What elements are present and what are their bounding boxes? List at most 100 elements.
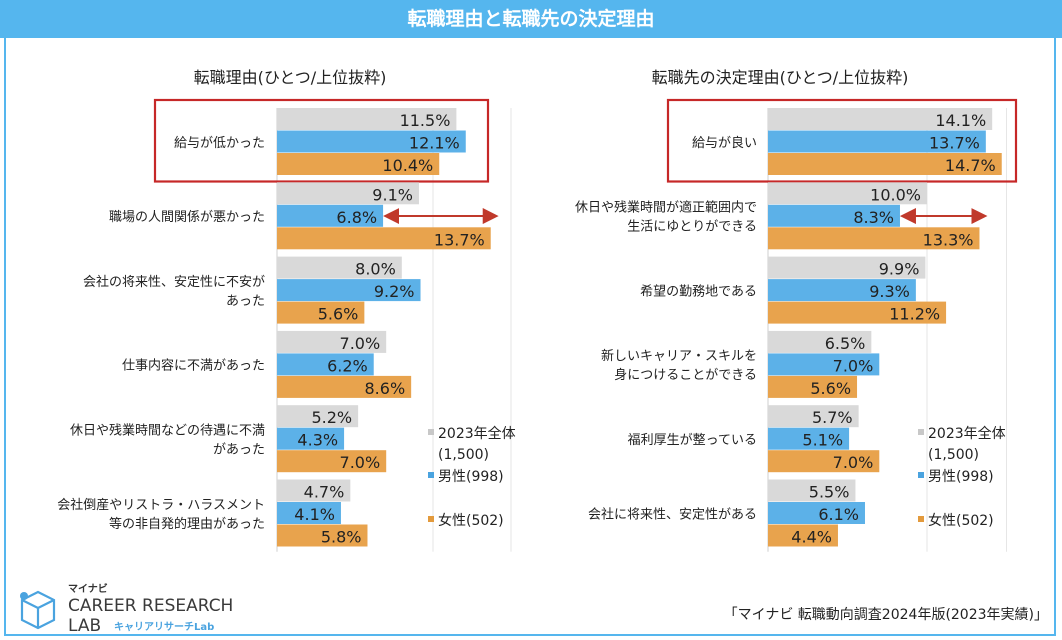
bar <box>768 479 856 502</box>
data-label: 13.3% <box>923 230 974 249</box>
data-label: 5.1% <box>802 431 843 450</box>
category-label: 福利厚生が整っている <box>628 433 757 448</box>
bar <box>768 450 880 473</box>
category-label: 会社倒産やリストラ・ハラスメント <box>57 497 265 513</box>
data-label: 11.5% <box>400 111 451 130</box>
logo-main-2: LAB <box>68 616 101 636</box>
highlight-box <box>666 98 1018 183</box>
bar <box>277 130 466 153</box>
legend-label: 2023年全体 <box>928 425 1006 442</box>
bar <box>277 279 421 302</box>
data-label: 9.9% <box>879 260 920 279</box>
category-label: 新しいキャリア・スキルを <box>601 348 757 364</box>
bar <box>768 108 993 130</box>
data-label: 5.2% <box>311 408 352 427</box>
data-label: 7.0% <box>833 453 874 472</box>
bar <box>768 204 900 227</box>
data-label: 8.3% <box>853 208 894 227</box>
legend-marker <box>428 516 434 522</box>
legend-label: 2023年全体 <box>438 425 516 442</box>
data-label: 11.2% <box>889 305 940 324</box>
data-label: 9.1% <box>372 185 413 204</box>
data-label: 4.1% <box>294 505 335 524</box>
bar <box>768 256 926 279</box>
legend-sublabel: (1,500) <box>928 447 979 463</box>
bar <box>768 375 858 398</box>
bar <box>277 108 457 130</box>
bar <box>768 502 865 524</box>
bar <box>277 427 345 450</box>
bar <box>277 375 412 398</box>
data-label: 13.7% <box>434 230 485 249</box>
data-label: 9.3% <box>869 282 910 301</box>
category-label: があった <box>213 442 265 457</box>
legend-marker <box>918 472 924 478</box>
bar <box>768 330 872 353</box>
category-label: 仕事内容に不満があった <box>122 358 265 374</box>
data-label: 8.0% <box>355 260 396 279</box>
bar <box>277 524 368 547</box>
data-label: 14.1% <box>935 111 986 130</box>
chart-title: 転職理由(ひとつ/上位抜粋) <box>194 68 387 87</box>
logo-top: マイナビ <box>68 582 108 595</box>
legend-marker <box>918 516 924 522</box>
legend-sublabel: (1,500) <box>438 447 489 463</box>
bar <box>277 479 351 502</box>
legend-label: 女性(502) <box>438 512 504 529</box>
logo: マイナビ CAREER RESEARCH LAB キャリアリサーチLab <box>14 578 244 636</box>
bar <box>277 204 384 227</box>
category-label: 希望の勤務地である <box>640 283 757 299</box>
page-title: 転職理由と転職先の決定理由 <box>0 0 1062 38</box>
data-label: 7.0% <box>340 453 381 472</box>
data-label: 10.4% <box>382 156 433 175</box>
bar <box>277 227 491 250</box>
data-label: 5.6% <box>810 379 851 398</box>
category-label: 給与が低かった <box>174 136 265 151</box>
content-frame <box>4 38 1056 636</box>
bar <box>277 502 341 524</box>
data-label: 9.2% <box>374 282 415 301</box>
data-label: 5.8% <box>321 528 362 547</box>
data-label: 12.1% <box>409 134 460 153</box>
bar <box>277 182 419 205</box>
legend-marker <box>428 472 434 478</box>
logo-sub: キャリアリサーチLab <box>114 621 214 633</box>
category-label: 会社の将来性、安定性に不安が <box>83 274 265 290</box>
data-label: 6.1% <box>818 505 859 524</box>
data-label: 4.4% <box>791 528 832 547</box>
bar <box>768 301 947 324</box>
data-label: 14.7% <box>945 156 996 175</box>
bar <box>277 330 387 353</box>
bar <box>768 524 838 547</box>
category-label: 会社に将来性、安定性がある <box>588 506 757 522</box>
category-label: 休日や残業時間などの待遇に不満 <box>70 422 265 438</box>
bar <box>277 301 365 324</box>
data-label: 5.5% <box>809 483 850 502</box>
chart-title: 転職先の決定理由(ひとつ/上位抜粋) <box>652 68 909 87</box>
bar <box>277 153 440 175</box>
data-label: 7.0% <box>340 334 381 353</box>
data-label: 6.2% <box>327 356 368 375</box>
data-label: 6.5% <box>825 334 866 353</box>
data-label: 10.0% <box>870 185 921 204</box>
data-label: 13.7% <box>929 134 980 153</box>
data-label: 5.6% <box>318 305 359 324</box>
data-label: 7.0% <box>833 356 874 375</box>
category-label: 生活にゆとりができる <box>627 220 757 235</box>
bar <box>768 130 986 153</box>
bar <box>768 427 850 450</box>
legend-marker <box>428 429 434 435</box>
bar <box>277 405 359 428</box>
legend-label: 男性(998) <box>928 469 994 485</box>
bar <box>277 256 402 279</box>
data-label: 8.6% <box>365 379 406 398</box>
highlight-box <box>153 98 490 183</box>
category-label: 職場の人間関係が悪かった <box>109 210 265 225</box>
data-label: 6.8% <box>336 208 377 227</box>
logo-mark-icon: マイナビ CAREER RESEARCH LAB キャリアリサーチLab <box>20 582 233 636</box>
category-label: あった <box>226 294 265 309</box>
data-label: 4.7% <box>304 483 345 502</box>
category-label: 休日や残業時間が適正範囲内で <box>575 200 757 216</box>
bar <box>768 182 927 205</box>
